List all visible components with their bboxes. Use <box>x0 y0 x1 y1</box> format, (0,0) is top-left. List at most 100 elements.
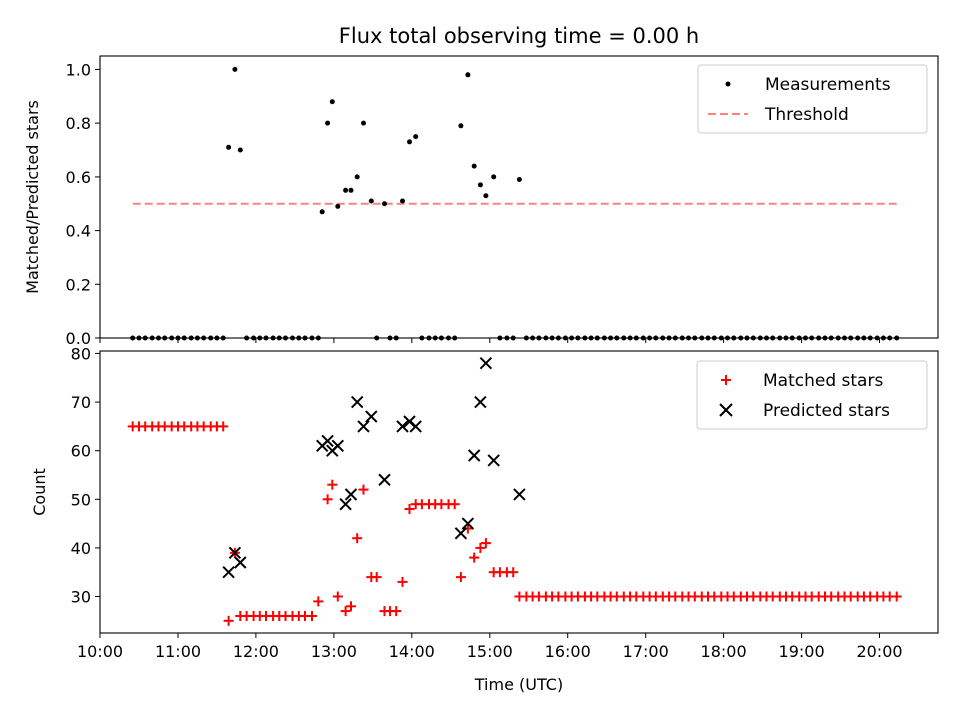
measurement-point <box>471 163 477 169</box>
matched-star-point <box>371 572 382 583</box>
predicted-star-point <box>409 420 422 433</box>
predicted-star-point <box>487 454 500 467</box>
measurement-point <box>536 335 542 341</box>
measurement-point <box>276 335 282 341</box>
bottom-x-tick-label: 16:00 <box>545 642 591 661</box>
bottom-x-tick-label: 12:00 <box>233 642 279 661</box>
predicted-star-point <box>350 395 364 409</box>
predicted-star-point <box>222 565 235 579</box>
measurement-point <box>672 335 678 341</box>
bottom-x-tick-label: 20:00 <box>856 642 902 661</box>
measurement-point <box>621 335 627 341</box>
measurement-point <box>483 193 489 199</box>
measurement-point <box>828 335 834 341</box>
legend-predicted-label: Predicted stars <box>763 401 890 421</box>
measurement-point <box>725 335 730 341</box>
measurement-point <box>343 187 349 193</box>
measurement-point <box>382 201 387 207</box>
predicted-star-point <box>461 517 475 530</box>
bottom-x-tick-label: 14:00 <box>389 642 435 661</box>
matched-star-point <box>307 611 317 621</box>
bottom-x-ticks: 10:00 11:00 12:00 13:00 14:00 15:00 16:00 17:00… <box>77 633 903 661</box>
bottom-y-tick-label: 80 <box>71 344 91 363</box>
measurement-point <box>614 335 620 341</box>
predicted-star-point <box>474 395 487 409</box>
bottom-y-tick-label: 40 <box>71 539 91 558</box>
measurement-point <box>867 335 873 341</box>
measurement-point <box>555 335 561 341</box>
matched-star-point <box>322 494 333 505</box>
measurement-point <box>251 335 257 341</box>
measurement-point <box>731 335 737 341</box>
top-y-tick-label: 0.8 <box>66 114 91 133</box>
measurement-point <box>750 335 756 341</box>
measurement-point <box>419 335 425 341</box>
measurement-point <box>510 335 516 341</box>
bottom-y-axis-label: Count <box>30 468 49 516</box>
bottom-x-tick-label: 15:00 <box>467 642 513 661</box>
measurement-point <box>880 335 886 341</box>
matched-star-point <box>346 601 356 612</box>
predicted-star-point <box>234 556 247 569</box>
measurement-point <box>497 335 503 341</box>
matched-star-point <box>391 606 402 617</box>
measurement-point <box>692 335 698 341</box>
matched-star-point <box>352 533 363 544</box>
measurement-point <box>290 335 295 341</box>
measurement-point <box>575 335 581 341</box>
predicted-star-point <box>365 410 378 423</box>
bottom-y-ticks: 30 40 50 60 70 80 <box>71 344 100 607</box>
measurement-point <box>257 335 263 341</box>
measurement-point <box>220 335 226 341</box>
top-y-ticks: 0.0 0.2 0.4 0.6 0.8 1.0 <box>66 60 100 348</box>
measurement-point <box>627 335 633 341</box>
measurement-point <box>181 335 187 341</box>
measurement-point <box>201 335 207 341</box>
measurement-point <box>296 335 302 341</box>
measurement-point <box>477 182 483 188</box>
legend-measurements-marker <box>725 81 731 87</box>
legend-matched-label: Matched stars <box>763 371 883 391</box>
measurement-point <box>686 335 691 341</box>
measurement-point <box>194 335 200 341</box>
bottom-y-tick-label: 60 <box>71 442 91 461</box>
measurement-point <box>237 147 243 153</box>
measurement-point <box>400 198 405 204</box>
top-y-tick-label: 0.6 <box>66 168 91 187</box>
top-y-axis-label: Matched/Predicted stars <box>23 100 42 294</box>
measurement-point <box>214 335 220 341</box>
measurement-point <box>354 174 360 180</box>
measurement-point <box>699 335 705 341</box>
measurement-point <box>387 335 393 341</box>
bottom-plot: 30 40 50 60 70 80 10:00 11:00 12:00 13:00 14:00 15… <box>30 344 939 694</box>
chart-title: Flux total observing time = 0.00 h <box>339 24 699 48</box>
matched-star-point <box>469 552 480 563</box>
measurement-point <box>543 335 549 341</box>
measurement-point <box>809 335 815 341</box>
predicted-star-point <box>513 488 526 501</box>
predicted-star-point <box>339 497 352 511</box>
measurement-point <box>796 335 802 341</box>
measurement-point <box>244 335 250 341</box>
measurement-point <box>130 335 136 341</box>
measurement-point <box>842 335 847 341</box>
measurement-point <box>329 99 335 105</box>
top-y-tick-label: 1.0 <box>66 60 91 79</box>
measurement-point <box>738 335 744 341</box>
measurement-point <box>640 335 646 341</box>
measurement-point <box>374 335 380 341</box>
matched-star-point <box>891 591 902 602</box>
measurement-point <box>516 177 522 182</box>
measurement-point <box>504 335 510 341</box>
top-plot: 0.0 0.2 0.4 0.6 0.8 1.0 Matched/Predicted sta… <box>23 55 939 348</box>
measurement-point <box>803 335 808 341</box>
measurement-point <box>335 203 341 209</box>
measurement-point <box>162 335 168 341</box>
predicted-star-point <box>228 546 242 560</box>
predicted-star-point <box>344 488 358 501</box>
measurement-point <box>789 335 795 341</box>
matched-star-point <box>218 421 229 432</box>
measurement-point <box>156 335 161 341</box>
predicted-star-point <box>454 527 468 540</box>
